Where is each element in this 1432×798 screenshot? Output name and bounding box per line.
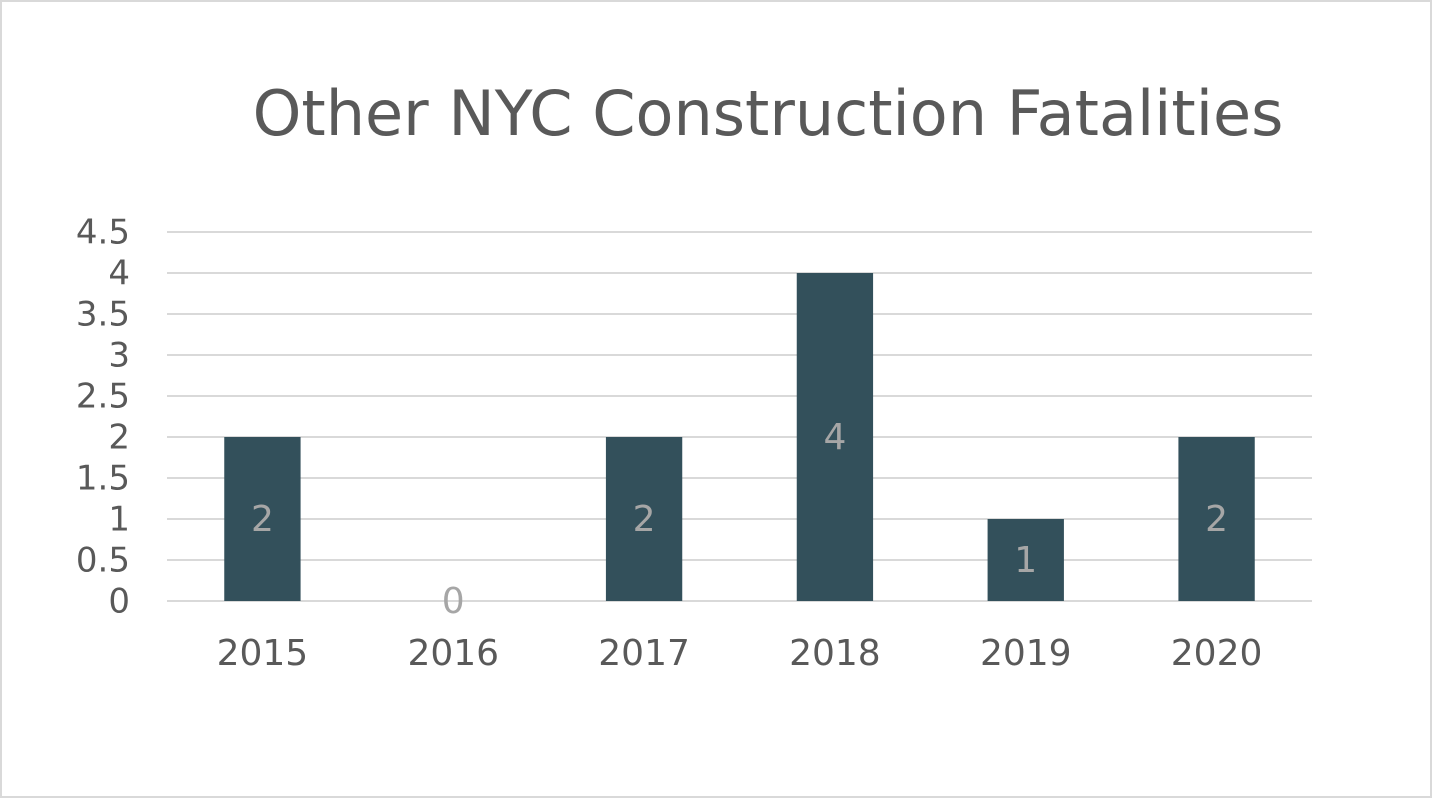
y-tick-label: 0 [108,582,130,622]
bar [1178,437,1255,601]
x-tick-label: 2019 [980,633,1072,674]
x-tick-label: 2017 [598,633,690,674]
y-tick-label: 2.5 [76,377,130,417]
chart-title: Other NYC Construction Fatalities [253,77,1284,150]
data-label: 1 [1014,540,1037,581]
y-tick-label: 4 [108,254,130,294]
y-tick-label: 3.5 [76,295,130,335]
x-tick-label: 2020 [1171,633,1263,674]
y-tick-label: 1.5 [76,459,130,499]
bar [605,437,683,601]
y-tick-label: 0.5 [76,541,130,581]
bar [987,519,1064,601]
bar [796,273,874,601]
y-tick-label: 1 [108,500,130,540]
y-tick-label: 2 [108,418,130,458]
data-label: 2 [1205,499,1228,540]
bar [224,437,301,601]
x-tick-label: 2016 [407,633,499,674]
data-label: 0 [442,581,465,622]
data-label: 2 [251,499,274,540]
data-label: 4 [823,417,846,458]
x-tick-label: 2018 [789,633,881,674]
y-tick-label: 4.5 [76,213,130,253]
x-tick-label: 2015 [217,633,309,674]
data-label: 2 [633,499,656,540]
y-tick-label: 3 [108,336,130,376]
